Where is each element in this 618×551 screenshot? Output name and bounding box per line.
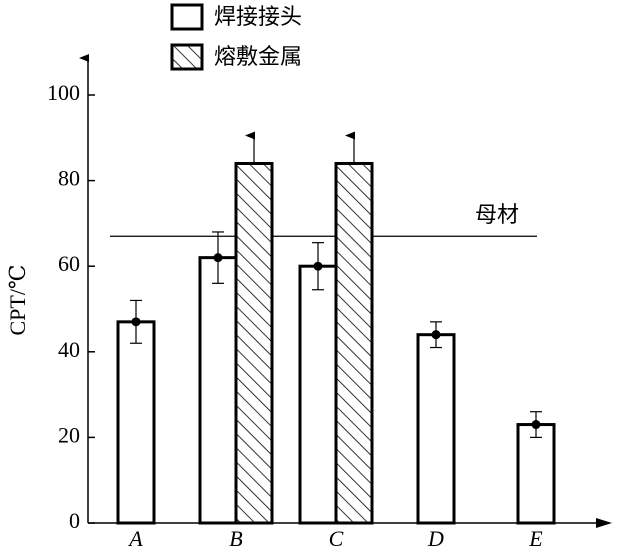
legend-swatch [170,3,204,31]
x-tick-label: C [329,526,344,551]
y-tick-label: 0 [69,508,80,533]
reference-label: 母材 [475,203,519,228]
mean-dot [213,253,223,263]
mean-dot [431,330,441,340]
bar [298,264,338,525]
x-tick-label: A [127,526,143,551]
y-tick-label: 20 [58,422,80,447]
y-tick-label: 100 [47,80,80,105]
y-tick-label: 60 [58,251,80,276]
y-tick-label: 80 [58,166,80,191]
bar [234,161,274,525]
y-axis-label: CPT/℃ [5,264,30,335]
mean-dot [131,317,141,327]
bar [516,423,556,525]
x-tick-label: B [229,526,242,551]
bar [116,320,156,525]
bar [416,333,456,525]
y-tick-label: 40 [58,337,80,362]
x-tick-label: D [427,526,444,551]
mean-dot [531,420,541,430]
mean-dot [313,261,323,271]
legend-swatch [170,43,204,71]
x-axis-arrow [596,518,612,528]
x-tick-label: E [528,526,543,551]
legend-label: 焊接接头 [214,5,302,30]
legend-label: 熔敷金属 [214,45,302,70]
bar [198,256,238,525]
bar [334,161,374,525]
